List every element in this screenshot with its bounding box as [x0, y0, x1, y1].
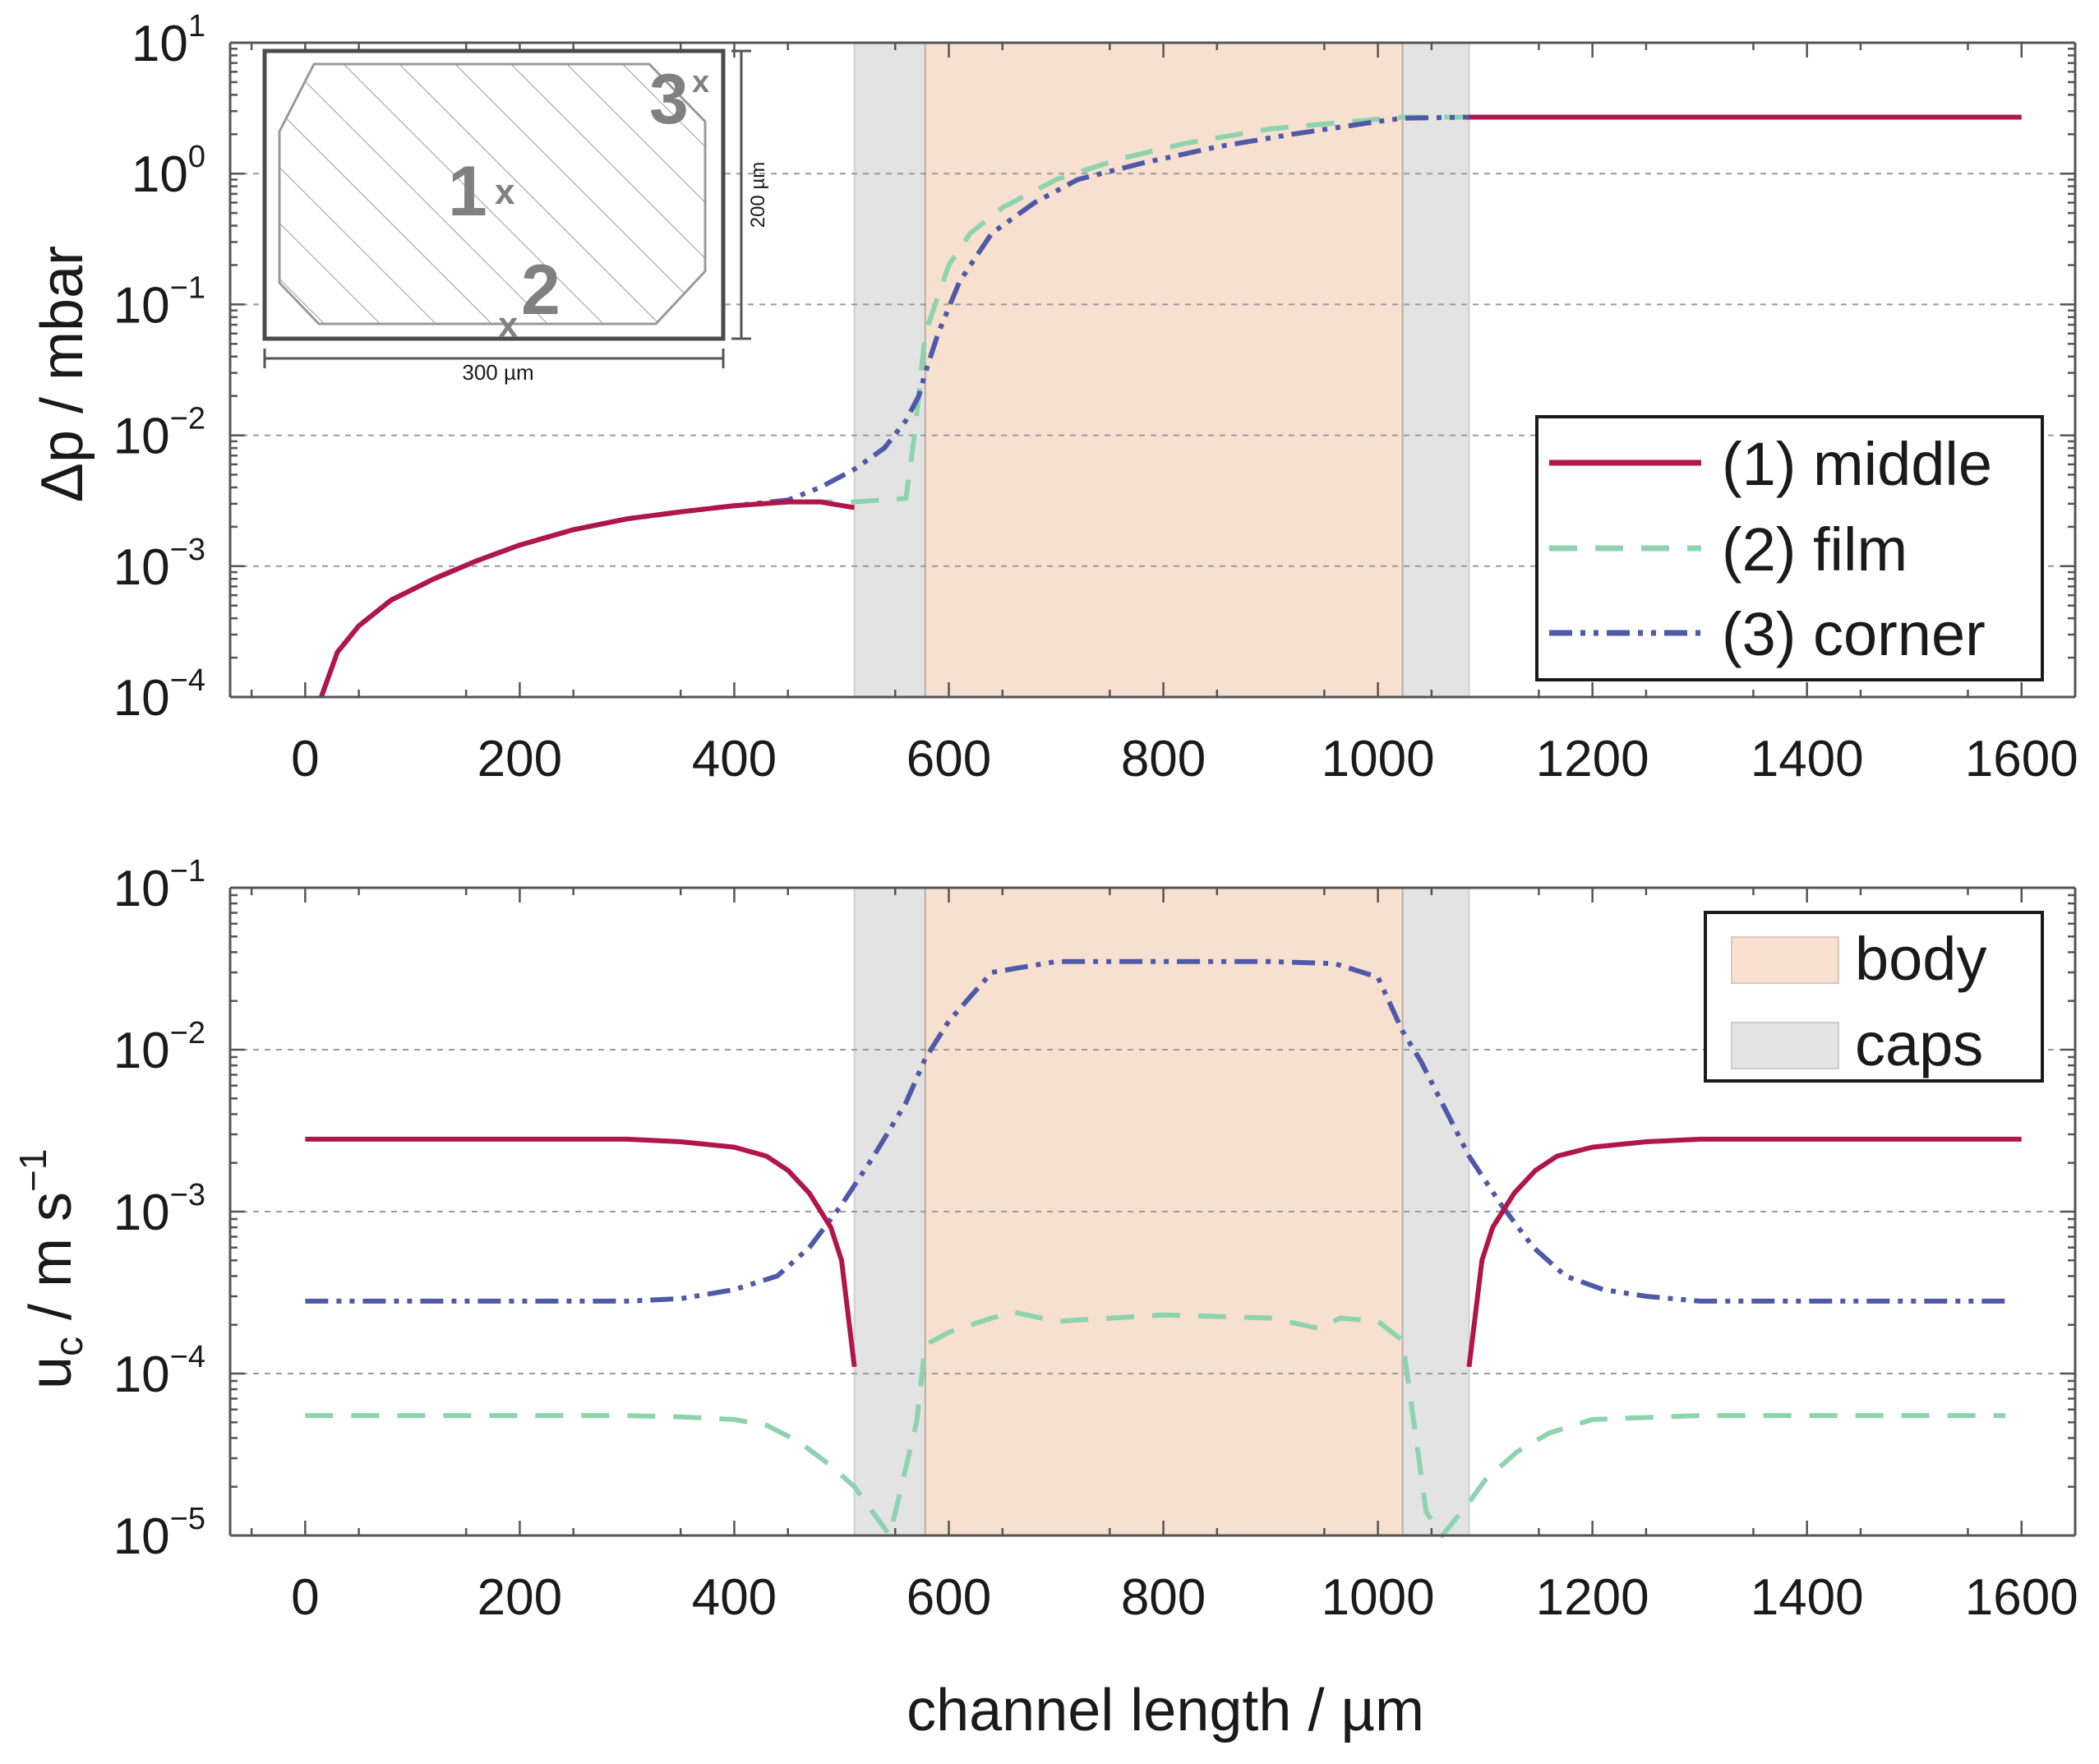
- y-tick-label: 10−4: [113, 663, 205, 727]
- inset-marker-3: x: [692, 65, 709, 99]
- bottom-y-axis-label: uc / m s−1: [12, 1149, 91, 1390]
- top-x-ticks: 0 200 400 600 800 1000 1200 1400 1600: [250, 43, 2078, 787]
- top-series: [319, 114, 2022, 699]
- inset-height-label: 200 µm: [747, 162, 769, 229]
- y-tick-label: 10−2: [113, 402, 205, 465]
- bottom-legend: body caps: [1704, 911, 2044, 1083]
- x-tick-label: 1000: [1322, 731, 1435, 787]
- series-line-1-middle: [319, 499, 856, 699]
- inset-label-2: 2: [521, 251, 561, 330]
- x-tick-label: 1000: [1322, 1569, 1435, 1626]
- inset-label-1: 1: [448, 152, 487, 231]
- x-tick-label: 1400: [1751, 731, 1864, 787]
- x-tick-label: 1200: [1536, 731, 1649, 787]
- y-tick-label: 101: [131, 9, 205, 72]
- bottom-x-ticks: 0 200 400 600 800 1000 1200 1400 1600: [250, 888, 2078, 1626]
- top-y-axis-label: Δp / mbar: [30, 246, 95, 502]
- y-tick-label: 10−3: [113, 1178, 205, 1241]
- inset-width-label: 300 µm: [462, 360, 533, 385]
- legend-label-corner: (3) corner: [1722, 600, 1986, 668]
- bottom-panel: 10−1 10−2 10−3 10−4 10−5 0 200 400 600 800 1000 12…: [12, 854, 2078, 1743]
- legend-swatch-body: [1731, 936, 1839, 984]
- inset-cross-section: 1 x 2 x 3 x 300 µm 200 µm: [262, 48, 769, 385]
- x-tick-label: 0: [291, 731, 319, 787]
- series-line-2-film: [305, 1309, 2006, 1538]
- x-tick-label: 400: [692, 1569, 777, 1626]
- inset-marker-2: x: [498, 305, 519, 345]
- series-line-1-middle: [1466, 1136, 2022, 1368]
- top-legend: (1) middle (2) film (3) corner: [1535, 415, 2044, 681]
- bottom-gridlines: [230, 1049, 2075, 1374]
- top-gridlines: [230, 173, 2075, 567]
- y-tick-label: 10−1: [113, 854, 205, 917]
- legend-label-body: body: [1855, 925, 1986, 993]
- x-tick-label: 600: [906, 1569, 991, 1626]
- top-regions: [853, 42, 1470, 698]
- x-tick-label: 0: [291, 1569, 319, 1626]
- legend-label-middle: (1) middle: [1722, 430, 1992, 498]
- bottom-y-ticks: 10−1 10−2 10−3 10−4 10−5: [113, 854, 2075, 1565]
- bottom-series: [305, 958, 2022, 1538]
- x-tick-label: 400: [692, 731, 777, 787]
- top-y-ticks: 101 100 10−1 10−2 10−3 10−4: [113, 9, 2075, 727]
- legend-swatch-caps: [1731, 1022, 1839, 1069]
- x-tick-label: 200: [477, 731, 562, 787]
- x-tick-label: 800: [1121, 731, 1206, 787]
- x-tick-label: 200: [477, 1569, 562, 1626]
- x-tick-label: 1400: [1751, 1569, 1864, 1626]
- x-tick-label: 1600: [1965, 1569, 2078, 1626]
- inset-droplet-shape: [278, 62, 707, 326]
- x-tick-label: 800: [1121, 1569, 1206, 1626]
- inset-label-3: 3: [649, 60, 689, 139]
- y-tick-label: 10−4: [113, 1340, 205, 1403]
- x-tick-label: 1600: [1965, 731, 2078, 787]
- x-tick-label: 600: [906, 731, 991, 787]
- legend-label-caps: caps: [1855, 1010, 1983, 1078]
- y-tick-label: 10−2: [113, 1016, 205, 1079]
- series-line-1-middle: [305, 1136, 857, 1368]
- y-tick-label: 10−3: [113, 533, 205, 596]
- y-tick-label: 100: [131, 140, 205, 203]
- legend-label-film: (2) film: [1722, 515, 1908, 584]
- y-tick-label: 10−1: [113, 270, 205, 334]
- region-body: [924, 42, 1404, 698]
- x-axis-label: channel length / µm: [906, 1678, 1424, 1743]
- inset-marker-1: x: [495, 172, 515, 212]
- y-tick-label: 10−5: [113, 1502, 205, 1565]
- x-tick-label: 1200: [1536, 1569, 1649, 1626]
- top-panel: 101 100 10−1 10−2 10−3 10−4 0 200 400 600 800 1000…: [30, 9, 2078, 787]
- top-frame: [228, 41, 2077, 699]
